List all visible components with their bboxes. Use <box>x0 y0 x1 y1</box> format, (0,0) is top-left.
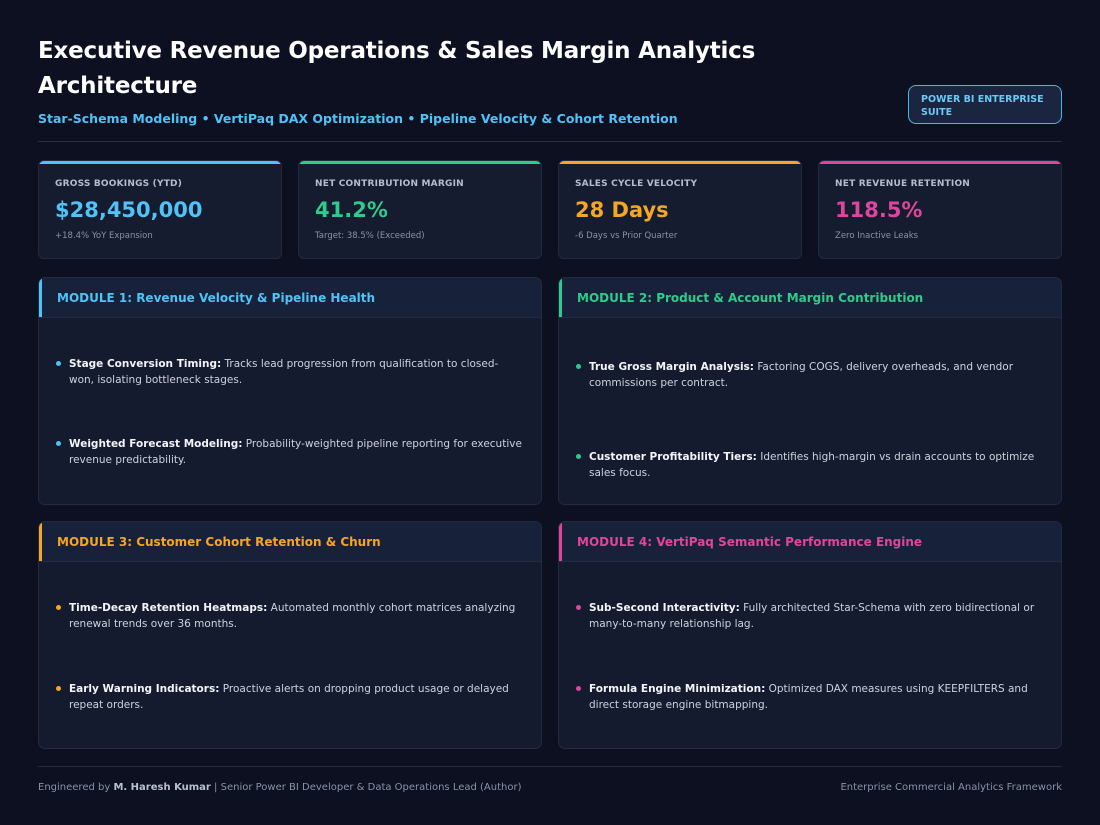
footer-prefix: Engineered by <box>38 782 114 793</box>
page-title: Executive Revenue Operations & Sales Mar… <box>38 38 756 99</box>
module-title: MODULE 1: Revenue Velocity & Pipeline He… <box>57 291 376 305</box>
bullet-icon <box>56 605 61 610</box>
module-header: MODULE 1: Revenue Velocity & Pipeline He… <box>39 278 541 318</box>
item-text: Proactive alerts on dropping product usa… <box>69 683 509 711</box>
kpi-accent-bar <box>299 161 541 164</box>
module-list-item: Stage Conversion Timing: Tracks lead pro… <box>56 356 523 388</box>
footer-divider <box>38 766 1062 767</box>
module-accent-bar <box>39 522 42 561</box>
kpi-note: Zero Inactive Leaks <box>835 231 919 241</box>
module-list-item: Early Warning Indicators: Proactive aler… <box>56 681 523 713</box>
kpi-value: 118.5% <box>835 198 923 222</box>
bullet-icon <box>576 364 581 369</box>
module-list-item: Customer Profitability Tiers: Identifies… <box>576 449 1043 481</box>
item-text: Automated monthly cohort matrices analyz… <box>69 602 516 630</box>
module-accent-bar <box>39 278 42 317</box>
module-header: MODULE 4: VertiPaq Semantic Performance … <box>559 522 1061 562</box>
item-text: Factoring COGS, delivery overheads, and … <box>589 361 1014 389</box>
module-card-cohort-retention: MODULE 3: Customer Cohort Retention & Ch… <box>38 521 542 749</box>
footer-role: | Senior Power BI Developer & Data Opera… <box>210 782 522 793</box>
bullet-icon <box>56 441 61 446</box>
item-text: Tracks lead progression from qualificati… <box>69 358 499 386</box>
item-text: Fully architected Star-Schema with zero … <box>589 602 1035 630</box>
item-term: Sub-Second Interactivity: <box>589 602 740 614</box>
kpi-value: 41.2% <box>315 198 388 222</box>
item-text: Optimized DAX measures using KEEPFILTERS… <box>589 683 1028 711</box>
kpi-note: +18.4% YoY Expansion <box>55 231 153 241</box>
header-divider <box>38 141 1062 142</box>
item-term: Time-Decay Retention Heatmaps: <box>69 602 268 614</box>
module-header: MODULE 3: Customer Cohort Retention & Ch… <box>39 522 541 562</box>
item-text: Probability-weighted pipeline reporting … <box>69 438 522 466</box>
module-header: MODULE 2: Product & Account Margin Contr… <box>559 278 1061 318</box>
kpi-accent-bar <box>39 161 281 164</box>
footer-credit: Engineered by M. Haresh Kumar | Senior P… <box>38 782 522 793</box>
kpi-accent-bar <box>819 161 1061 164</box>
item-term: Weighted Forecast Modeling: <box>69 438 243 450</box>
footer-framework: Enterprise Commercial Analytics Framewor… <box>840 782 1062 793</box>
item-term: Customer Profitability Tiers: <box>589 451 757 463</box>
kpi-card-net-contribution-margin: NET CONTRIBUTION MARGIN 41.2% Target: 38… <box>298 160 542 259</box>
kpi-label: NET CONTRIBUTION MARGIN <box>315 179 464 189</box>
item-term: Stage Conversion Timing: <box>69 358 222 370</box>
item-term: Formula Engine Minimization: <box>589 683 766 695</box>
item-text: Identifies high-margin vs drain accounts… <box>589 451 1035 479</box>
module-list-item: Sub-Second Interactivity: Fully architec… <box>576 600 1043 632</box>
kpi-card-net-revenue-retention: NET REVENUE RETENTION 118.5% Zero Inacti… <box>818 160 1062 259</box>
kpi-label: SALES CYCLE VELOCITY <box>575 179 698 189</box>
kpi-card-sales-cycle-velocity: SALES CYCLE VELOCITY 28 Days -6 Days vs … <box>558 160 802 259</box>
item-term: True Gross Margin Analysis: <box>589 361 754 373</box>
module-list-item: True Gross Margin Analysis: Factoring CO… <box>576 359 1043 391</box>
module-list-item: Formula Engine Minimization: Optimized D… <box>576 681 1043 713</box>
kpi-label: GROSS BOOKINGS (YTD) <box>55 179 183 189</box>
page-subtitle: Star-Schema Modeling • VertiPaq DAX Opti… <box>38 111 678 126</box>
bullet-icon <box>576 605 581 610</box>
kpi-note: -6 Days vs Prior Quarter <box>575 231 678 241</box>
footer-author: M. Haresh Kumar <box>113 782 211 793</box>
module-title: MODULE 4: VertiPaq Semantic Performance … <box>577 535 923 549</box>
module-accent-bar <box>559 522 562 561</box>
kpi-card-gross-bookings: GROSS BOOKINGS (YTD) $28,450,000 +18.4% … <box>38 160 282 259</box>
module-list-item: Time-Decay Retention Heatmaps: Automated… <box>56 600 523 632</box>
module-title: MODULE 2: Product & Account Margin Contr… <box>577 291 924 305</box>
module-title: MODULE 3: Customer Cohort Retention & Ch… <box>57 535 381 549</box>
kpi-label: NET REVENUE RETENTION <box>835 179 971 189</box>
bullet-icon <box>56 361 61 366</box>
kpi-note: Target: 38.5% (Exceeded) <box>315 231 425 241</box>
kpi-accent-bar <box>559 161 801 164</box>
bullet-icon <box>576 686 581 691</box>
header: Executive Revenue Operations & Sales Mar… <box>38 34 1062 126</box>
item-term: Early Warning Indicators: <box>69 683 220 695</box>
module-card-margin-contribution: MODULE 2: Product & Account Margin Contr… <box>558 277 1062 505</box>
module-card-vertipaq-engine: MODULE 4: VertiPaq Semantic Performance … <box>558 521 1062 749</box>
kpi-value: 28 Days <box>575 198 669 222</box>
bullet-icon <box>576 454 581 459</box>
kpi-value: $28,450,000 <box>55 198 203 222</box>
module-accent-bar <box>559 278 562 317</box>
bullet-icon <box>56 686 61 691</box>
suite-badge: POWER BI ENTERPRISE SUITE <box>908 85 1062 124</box>
module-list-item: Weighted Forecast Modeling: Probability-… <box>56 436 523 468</box>
module-card-revenue-velocity: MODULE 1: Revenue Velocity & Pipeline He… <box>38 277 542 505</box>
